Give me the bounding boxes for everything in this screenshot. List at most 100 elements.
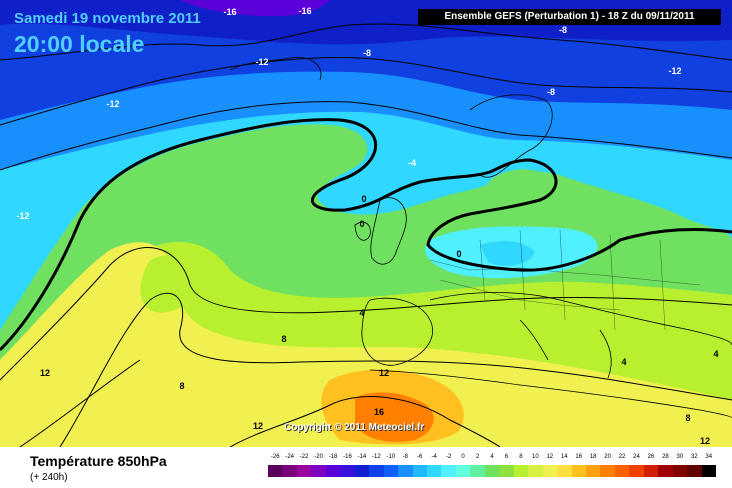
border-line-1 — [429, 259, 701, 286]
legend-swatch — [629, 465, 644, 477]
isotherm-label: 0 — [456, 249, 462, 259]
footer-bar: Température 850hPa (+ 240h) -26 -24 -22 -20… — [0, 447, 732, 488]
legend-tick-label: -10 — [386, 454, 396, 460]
legend-tick-label: 8 — [519, 454, 523, 460]
legend-swatch — [571, 465, 586, 477]
legend-tick-label: -4 — [431, 454, 437, 460]
legend-tick-label: -26 — [270, 454, 280, 460]
legend-tick-label: 16 — [575, 454, 583, 460]
legend-swatch — [672, 465, 688, 477]
legend-tick-label: 26 — [647, 454, 655, 460]
legend-tick-label: 28 — [662, 454, 669, 460]
ireland-coast — [354, 221, 371, 241]
forecast-date: Samedi 19 novembre 2011 — [14, 10, 201, 27]
isotherm-minus-4 — [0, 101, 732, 171]
legend-swatch — [557, 465, 572, 477]
legend-swatch — [282, 465, 297, 477]
legend-tick-label: -24 — [285, 454, 295, 460]
legend-tick-label: 20 — [604, 454, 611, 460]
legend-swatch — [383, 465, 399, 477]
extreme-cold-pocket — [180, 0, 330, 17]
legend-swatch — [528, 465, 543, 477]
legend-swatch — [311, 465, 326, 477]
scandinavia-coast — [469, 94, 553, 178]
isotherm-label: 4 — [359, 308, 365, 318]
temperature-map: Samedi 19 novembre 2011 20:00 locale Ens… — [0, 0, 732, 447]
legend-tick-labels: -26 -24 -22 -20 -18 -16 -14 -12 -10 -8 -6 -4 -2 0 2 4 6 8… — [268, 454, 716, 464]
legend-swatch — [658, 465, 673, 477]
legend-tick-label: 34 — [705, 454, 713, 460]
legend-swatch — [296, 465, 312, 477]
legend-swatch — [614, 465, 630, 477]
isotherm-minus-12 — [0, 23, 732, 61]
isotherm-label: 12 — [378, 368, 390, 378]
legend-swatch — [470, 465, 485, 477]
legend-swatch — [268, 465, 283, 477]
legend-swatch — [542, 465, 558, 477]
legend-swatch — [513, 465, 529, 477]
isotherm-label: -8 — [558, 25, 568, 35]
isotherm-label: -16 — [298, 6, 312, 16]
isotherm-label: -4 — [407, 158, 417, 168]
green-blob-north — [486, 169, 556, 207]
isotherm-4 — [0, 247, 732, 381]
legend-tick-label: 18 — [589, 454, 597, 460]
legend-tick-label: -20 — [314, 454, 323, 460]
legend-tick-label: -6 — [417, 454, 423, 460]
legend-swatch — [441, 465, 456, 477]
uk-coast — [370, 197, 407, 265]
legend-swatch — [701, 465, 717, 477]
legend-swatch — [369, 465, 384, 477]
legend-tick-label: 12 — [546, 454, 554, 460]
legend-tick-label: -12 — [372, 454, 381, 460]
legend-tick-label: -14 — [357, 454, 367, 460]
isotherm-label: 16 — [373, 407, 385, 417]
variable-title: Température 850hPa — [30, 453, 167, 469]
legend-tick-label: 0 — [461, 454, 465, 460]
isotherm-label: -16 — [223, 7, 237, 17]
isotherm-label: 12 — [252, 421, 264, 431]
legend-tick-label: 6 — [504, 454, 509, 460]
isotherm-minus-8 — [0, 56, 732, 126]
model-run-banner: Ensemble GEFS (Perturbation 1) - 18 Z du… — [418, 9, 721, 25]
copyright-notice: Copyright © 2011 Meteociel.fr — [284, 422, 425, 433]
legend-tick-label: 10 — [532, 454, 539, 460]
legend-tick-label: -16 — [343, 454, 352, 460]
legend-swatch — [484, 465, 500, 477]
isotherm-label: 0 — [361, 194, 367, 204]
green-tongue — [140, 254, 215, 313]
legend-swatch — [354, 465, 370, 477]
coastlines — [229, 57, 732, 419]
isotherm-label: -8 — [362, 48, 372, 58]
legend-tick-label: 4 — [490, 454, 494, 460]
legend-swatch — [687, 465, 702, 477]
isotherm-label: 4 — [713, 349, 719, 359]
mediterranean-north-coast — [429, 292, 732, 346]
legend-tick-label: 30 — [676, 454, 684, 460]
border-line-3 — [479, 229, 666, 331]
isotherm-label: -8 — [546, 87, 556, 97]
isotherm-label: 8 — [179, 381, 185, 391]
legend-tick-label: 14 — [560, 454, 568, 460]
temperature-field — [0, 0, 732, 447]
isotherm-label: 12 — [39, 368, 51, 378]
legend-swatch — [325, 465, 341, 477]
legend-tick-label: -18 — [328, 454, 338, 460]
border-line-2 — [439, 279, 621, 311]
isotherm-label: 4 — [621, 357, 627, 367]
color-scale-legend — [268, 465, 717, 477]
isotherm-label: -12 — [16, 211, 30, 221]
isotherm-label: 0 — [359, 219, 365, 229]
isotherm-label: 12 — [699, 436, 711, 446]
legend-swatch — [340, 465, 355, 477]
africa-north-coast — [369, 369, 732, 419]
isotherm-label: -12 — [668, 66, 682, 76]
legend-swatch — [455, 465, 471, 477]
isotherm-12 — [19, 359, 501, 447]
legend-swatch — [600, 465, 615, 477]
legend-swatch — [499, 465, 514, 477]
legend-swatch — [398, 465, 413, 477]
legend-swatch — [643, 465, 659, 477]
forecast-local-time: 20:00 locale — [14, 31, 145, 57]
legend-tick-label: -2 — [445, 454, 452, 460]
